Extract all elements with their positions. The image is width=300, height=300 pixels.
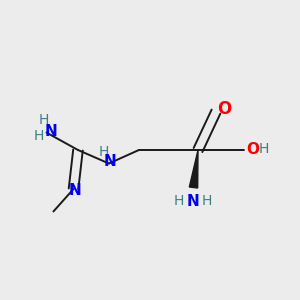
Text: H: H (202, 194, 212, 208)
Text: N: N (69, 183, 81, 198)
Text: H: H (259, 142, 269, 156)
Polygon shape (189, 150, 198, 188)
Text: H: H (38, 113, 49, 127)
Text: H: H (173, 194, 184, 208)
Text: N: N (187, 194, 199, 208)
Text: N: N (104, 154, 117, 169)
Text: H: H (98, 145, 109, 159)
Text: N: N (45, 124, 57, 139)
Text: H: H (34, 129, 44, 142)
Text: O: O (217, 100, 232, 118)
Text: O: O (246, 142, 259, 157)
